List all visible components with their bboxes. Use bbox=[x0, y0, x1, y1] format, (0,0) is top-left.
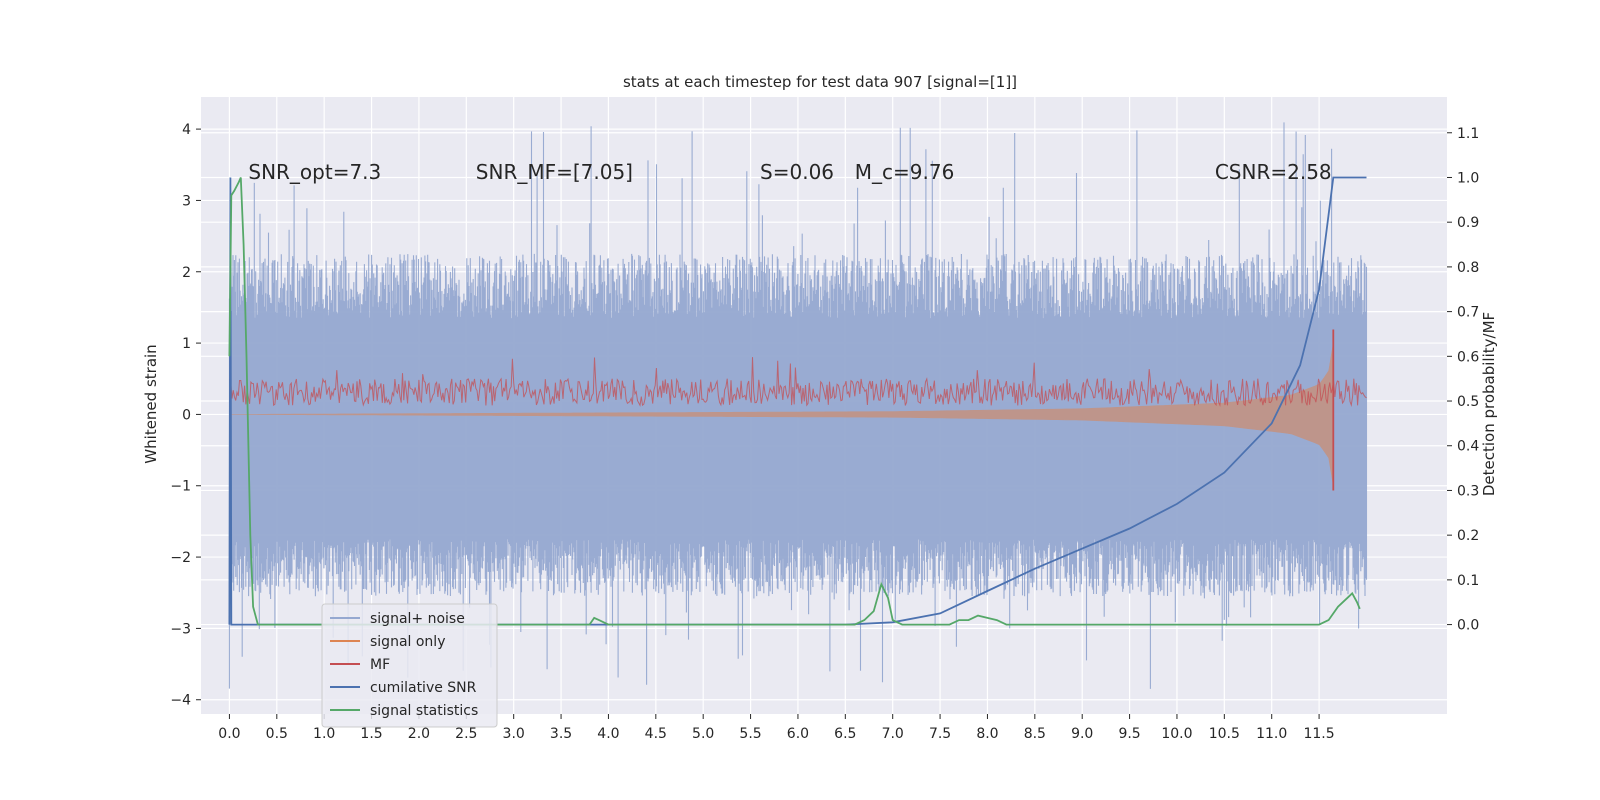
legend: signal+ noise signal only MF cumilative SNR… bbox=[321, 603, 498, 728]
legend-label: signal statistics bbox=[370, 703, 478, 719]
x-tick-label: 11.5 bbox=[1303, 726, 1334, 742]
x-tick-label: 7.5 bbox=[929, 726, 951, 742]
y-tick-label-left: 2 bbox=[182, 265, 191, 281]
y-tick-label-right: 0.4 bbox=[1457, 439, 1479, 455]
y-tick-label-left: 4 bbox=[182, 122, 191, 138]
y-axis-title-left: Whitened strain bbox=[142, 344, 160, 463]
annotation-label: CSNR=2.58 bbox=[1215, 160, 1332, 184]
x-tick-label: 10.0 bbox=[1161, 726, 1192, 742]
series-signal-statistics bbox=[228, 177, 1361, 626]
chart-annotations: SNR_opt=7.3 SNR_MF=[7.05] S=0.06 M_c=9.76 CS… bbox=[248, 160, 1331, 184]
x-tick-label: 5.5 bbox=[739, 726, 761, 742]
annotation-label: S=0.06 bbox=[760, 160, 834, 184]
y-tick-label-right: 1.0 bbox=[1457, 170, 1479, 186]
legend-label: signal+ noise bbox=[370, 611, 465, 627]
x-tick-label: 3.5 bbox=[550, 726, 572, 742]
y-tick-label-right: 0.5 bbox=[1457, 394, 1479, 410]
annotation-label: M_c=9.76 bbox=[855, 160, 955, 184]
y-tick-label-left: 0 bbox=[182, 407, 191, 423]
legend-box bbox=[321, 603, 498, 728]
y-tick-label-right: 0.7 bbox=[1457, 305, 1479, 321]
x-tick-label: 5.0 bbox=[692, 726, 714, 742]
x-tick-label: 8.0 bbox=[976, 726, 998, 742]
series-group bbox=[228, 122, 1368, 689]
x-tick-label: 9.5 bbox=[1118, 726, 1140, 742]
line-trace bbox=[228, 177, 1361, 626]
chart-title: stats at each timestep for test data 907… bbox=[623, 73, 1017, 91]
y-tick-label-right: 0.3 bbox=[1457, 483, 1479, 499]
x-tick-label: 0.5 bbox=[266, 726, 288, 742]
y-tick-label-right: 1.1 bbox=[1457, 126, 1479, 142]
y-tick-label-left: −4 bbox=[170, 693, 191, 709]
x-tick-label: 4.5 bbox=[645, 726, 667, 742]
y-tick-label-left: −2 bbox=[170, 550, 191, 566]
annotation-label: SNR_opt=7.3 bbox=[248, 160, 381, 184]
x-tick-label: 4.0 bbox=[597, 726, 619, 742]
y-tick-label-left: 3 bbox=[182, 193, 191, 209]
x-tick-label: 8.5 bbox=[1024, 726, 1046, 742]
x-tick-label: 6.0 bbox=[787, 726, 809, 742]
x-tick-label: 1.0 bbox=[313, 726, 335, 742]
x-tick-label: 6.5 bbox=[834, 726, 856, 742]
legend-label: cumilative SNR bbox=[370, 680, 477, 696]
y-tick-label-left: −3 bbox=[170, 621, 191, 637]
legend-label: MF bbox=[370, 657, 390, 673]
x-tick-label: 2.0 bbox=[408, 726, 430, 742]
y-tick-label-right: 0.6 bbox=[1457, 349, 1479, 365]
y-axis-title-right: Detection probability/MF bbox=[1480, 312, 1498, 496]
x-tick-label: 0.0 bbox=[218, 726, 240, 742]
annotation-label: SNR_MF=[7.05] bbox=[476, 160, 633, 184]
series-mf bbox=[228, 329, 1367, 491]
y-tick-label-right: 0.9 bbox=[1457, 215, 1479, 231]
x-tick-label: 1.5 bbox=[360, 726, 382, 742]
x-tick-label: 9.0 bbox=[1071, 726, 1093, 742]
y-tick-label-right: 0.8 bbox=[1457, 260, 1479, 276]
y-tick-label-left: −1 bbox=[170, 479, 191, 495]
x-tick-label: 3.0 bbox=[503, 726, 525, 742]
y-tick-label-left: 1 bbox=[182, 336, 191, 352]
x-tick-label: 10.5 bbox=[1209, 726, 1240, 742]
y-tick-label-right: 0.0 bbox=[1457, 618, 1479, 634]
x-tick-label: 11.0 bbox=[1256, 726, 1287, 742]
mf-trace bbox=[228, 357, 1367, 407]
y-tick-label-right: 0.2 bbox=[1457, 528, 1479, 544]
x-tick-label: 2.5 bbox=[455, 726, 477, 742]
y-tick-label-right: 0.1 bbox=[1457, 573, 1479, 589]
x-tick-label: 7.0 bbox=[882, 726, 904, 742]
legend-label: signal only bbox=[370, 634, 445, 650]
